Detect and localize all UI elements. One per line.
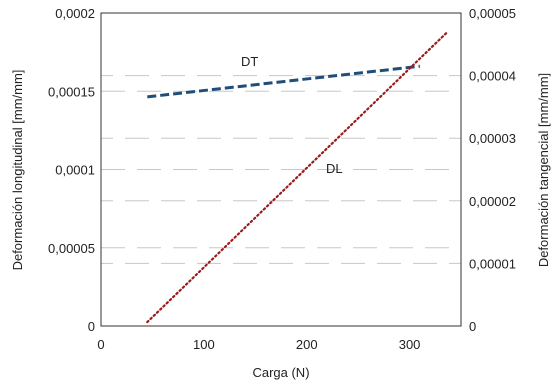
x-tick-label: 100: [193, 337, 215, 352]
y-right-tick-label: 0,00003: [469, 131, 516, 146]
y-right-axis-title: Deformación tangencial [mm/mm]: [536, 73, 551, 267]
y-left-tick-label: 0: [88, 319, 95, 334]
y-left-tick-label: 0,0002: [55, 6, 95, 21]
y-left-axis-title: Deformación longitudinal [mm/mm]: [10, 70, 25, 271]
grid-lines: [101, 75, 461, 264]
x-axis-ticks: 0 100 200 300: [97, 337, 420, 352]
x-tick-label: 0: [97, 337, 104, 352]
x-tick-label: 200: [296, 337, 318, 352]
y-right-tick-label: 0,00001: [469, 256, 516, 271]
y-right-tick-label: 0: [469, 319, 476, 334]
y-left-tick-label: 0,00015: [48, 84, 95, 99]
series-line-dt: [147, 64, 421, 99]
y-right-tick-label: 0,00005: [469, 6, 516, 21]
series-line-dl: [146, 30, 449, 324]
y-left-tick-label: 0,00005: [48, 241, 95, 256]
x-tick-label: 300: [399, 337, 421, 352]
y-left-axis-ticks: 0 0,00005 0,0001 0,00015 0,0002: [48, 6, 95, 334]
plot-area-frame: [100, 12, 462, 327]
y-right-tick-label: 0,00002: [469, 194, 516, 209]
series-label-dl: DL: [326, 161, 343, 176]
series-group: [146, 30, 449, 324]
y-right-axis-ticks: 0 0,00001 0,00002 0,00003 0,00004 0,00005: [469, 6, 516, 334]
y-right-tick-label: 0,00004: [469, 69, 516, 84]
series-label-dt: DT: [241, 54, 258, 69]
x-axis-title: Carga (N): [252, 365, 309, 380]
y-left-tick-label: 0,0001: [55, 163, 95, 178]
